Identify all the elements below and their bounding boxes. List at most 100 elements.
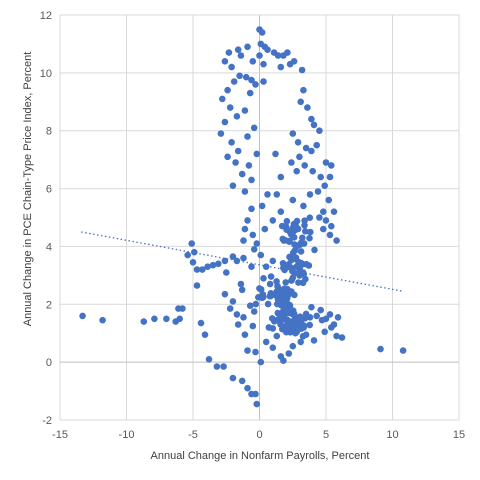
y-tick-label: 2	[46, 299, 52, 311]
y-tick-label: -2	[42, 415, 52, 427]
data-point	[310, 121, 318, 129]
data-point	[229, 253, 237, 260]
data-point	[215, 260, 222, 268]
data-point	[333, 332, 340, 340]
data-point	[273, 191, 281, 198]
data-point	[99, 316, 106, 324]
data-point	[253, 150, 261, 158]
data-point	[242, 73, 250, 81]
x-tick-label: 5	[323, 429, 329, 441]
data-point	[296, 153, 303, 161]
data-point	[299, 333, 307, 340]
data-point	[326, 231, 334, 239]
data-point	[221, 257, 229, 265]
data-point	[321, 182, 329, 189]
data-point	[277, 208, 285, 215]
data-point	[193, 266, 201, 273]
data-point	[277, 298, 285, 306]
data-point	[289, 342, 297, 350]
data-point	[294, 139, 302, 146]
data-point	[233, 257, 241, 265]
data-point	[289, 229, 296, 236]
y-tick-label: 12	[40, 10, 52, 22]
data-point	[289, 196, 297, 204]
data-point	[275, 290, 283, 298]
data-point	[299, 234, 306, 242]
data-point	[250, 246, 258, 253]
x-tick-label: 15	[453, 429, 465, 441]
x-tick-label: 10	[386, 429, 398, 441]
x-tick-label: -5	[188, 429, 198, 441]
data-point	[79, 312, 86, 320]
data-point	[310, 337, 318, 344]
data-point	[249, 322, 257, 330]
y-tick-label: 0	[46, 357, 52, 369]
data-point	[267, 273, 275, 280]
data-point	[226, 305, 234, 312]
data-point	[333, 237, 340, 244]
x-axis-title: Annual Change in Nonfarm Payrolls, Perce…	[151, 450, 370, 462]
data-point	[282, 237, 289, 244]
data-point	[226, 104, 234, 111]
data-point	[290, 234, 298, 241]
data-point	[322, 217, 330, 224]
data-point	[252, 81, 259, 88]
data-point	[292, 222, 300, 230]
data-point	[241, 107, 249, 114]
data-point	[249, 231, 257, 239]
data-point	[281, 266, 288, 274]
data-point	[294, 321, 301, 329]
data-point	[304, 104, 311, 111]
y-axis-title: Annual Change in PCE Chain-Type Price In…	[22, 52, 34, 327]
data-point	[191, 248, 198, 256]
data-point	[302, 228, 309, 235]
data-point	[258, 202, 266, 210]
data-point	[300, 240, 308, 247]
data-point	[264, 300, 272, 308]
data-point	[306, 214, 314, 221]
data-point	[262, 338, 270, 346]
data-point	[252, 300, 260, 308]
data-point	[213, 363, 221, 370]
data-point	[225, 49, 233, 56]
data-point	[234, 46, 242, 53]
data-point	[193, 282, 201, 289]
data-points	[79, 26, 407, 408]
data-point	[248, 76, 255, 84]
data-point	[205, 356, 213, 363]
data-point	[301, 222, 308, 229]
data-point	[326, 311, 334, 318]
data-point	[260, 78, 267, 85]
data-point	[269, 325, 277, 332]
data-point	[262, 263, 270, 271]
data-point	[297, 248, 305, 255]
y-tick-label: 10	[40, 68, 52, 80]
data-point	[299, 269, 307, 276]
data-point	[246, 89, 254, 97]
data-point	[277, 173, 285, 181]
data-point	[328, 162, 335, 169]
data-point	[224, 86, 231, 94]
data-point	[317, 173, 325, 181]
data-point	[197, 319, 205, 327]
data-point	[261, 225, 269, 233]
data-point	[184, 251, 191, 259]
data-point	[314, 188, 322, 195]
data-point	[240, 237, 247, 244]
data-point	[326, 173, 334, 181]
data-point	[308, 147, 315, 155]
data-point	[308, 303, 315, 311]
data-point	[238, 170, 246, 178]
data-point	[250, 124, 258, 132]
data-point	[151, 315, 158, 323]
data-point	[285, 350, 293, 357]
data-point	[277, 63, 285, 71]
data-point	[229, 298, 237, 305]
x-tick-label: 0	[256, 429, 262, 441]
data-point	[176, 315, 183, 323]
data-point	[199, 266, 206, 273]
data-point	[334, 314, 342, 321]
data-point	[253, 400, 261, 408]
data-point	[230, 78, 238, 85]
data-point	[248, 263, 255, 271]
